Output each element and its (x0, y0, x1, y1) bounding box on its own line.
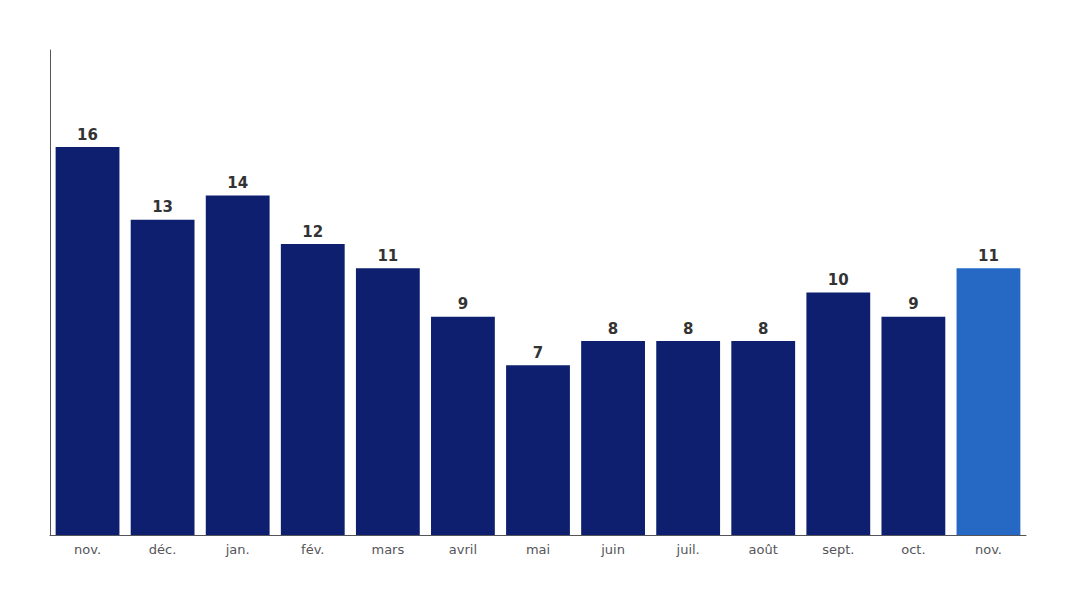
svg-text:7: 7 (533, 344, 543, 362)
svg-text:mai: mai (526, 542, 550, 557)
svg-text:12: 12 (302, 223, 323, 241)
svg-text:fév.: fév. (301, 542, 324, 557)
svg-text:jan.: jan. (225, 542, 250, 557)
svg-text:déc.: déc. (149, 542, 177, 557)
svg-text:16: 16 (77, 126, 98, 144)
svg-text:8: 8 (758, 320, 768, 338)
svg-text:mars: mars (371, 542, 404, 557)
svg-text:nov.: nov. (975, 542, 1002, 557)
svg-text:juil.: juil. (676, 542, 700, 557)
svg-text:10: 10 (828, 271, 849, 289)
svg-text:août: août (749, 542, 778, 557)
svg-text:8: 8 (608, 320, 618, 338)
svg-text:9: 9 (458, 295, 468, 313)
svg-text:9: 9 (908, 295, 918, 313)
svg-text:14: 14 (227, 174, 248, 192)
svg-text:11: 11 (377, 247, 398, 265)
svg-text:oct.: oct. (901, 542, 925, 557)
svg-text:juin: juin (600, 542, 625, 557)
svg-text:nov.: nov. (74, 542, 101, 557)
svg-text:11: 11 (978, 247, 999, 265)
svg-text:13: 13 (152, 198, 173, 216)
svg-text:8: 8 (683, 320, 693, 338)
svg-text:sept.: sept. (822, 542, 854, 557)
svg-text:avril: avril (449, 542, 477, 557)
